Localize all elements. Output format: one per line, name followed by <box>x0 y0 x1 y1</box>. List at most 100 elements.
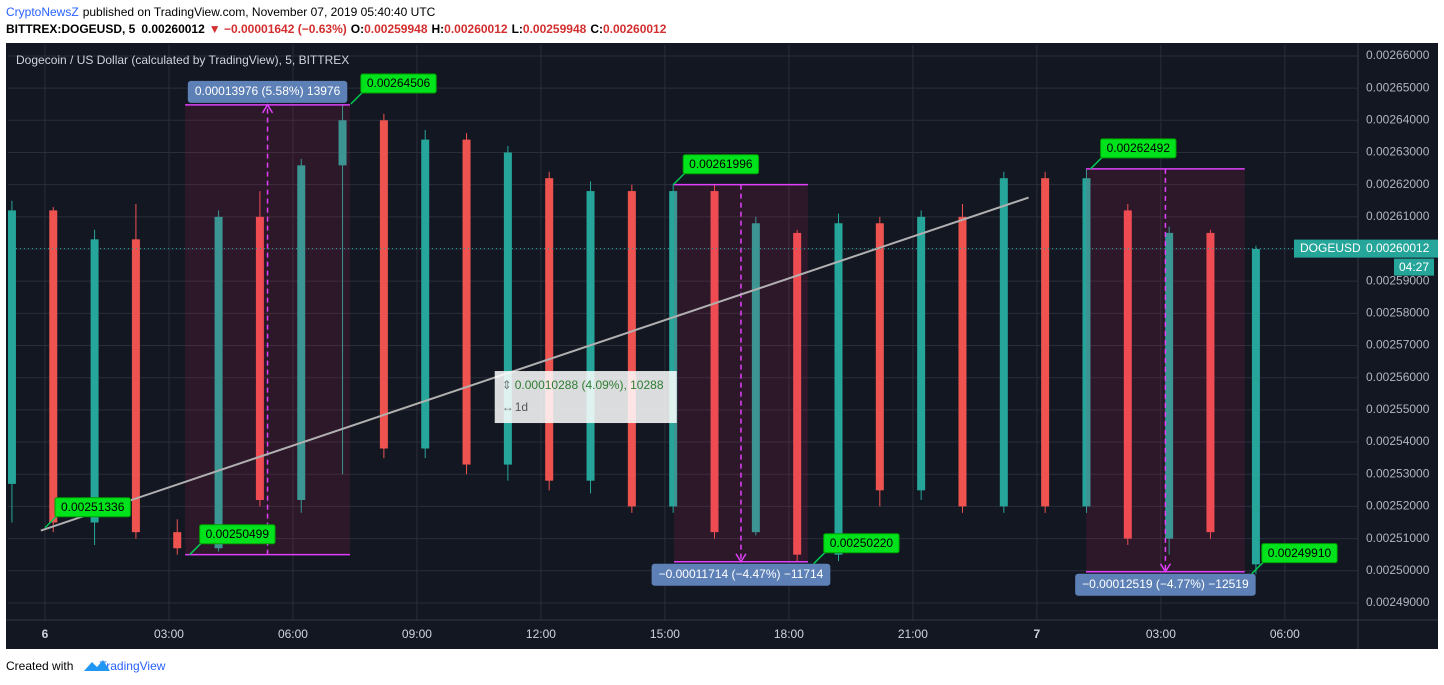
price-label: 0.00250220 <box>830 536 894 550</box>
candle-body <box>545 178 554 481</box>
candle-body <box>586 191 595 481</box>
y-tick-label: 0.00261000 <box>1366 209 1430 223</box>
price-label-box <box>1100 138 1177 159</box>
last-price-box <box>1294 239 1438 258</box>
chart-title: Dogecoin / US Dollar (calculated by Trad… <box>16 53 349 67</box>
high-label: H: <box>432 22 445 36</box>
y-tick-label: 0.00262000 <box>1366 177 1430 191</box>
price-label-box <box>199 524 276 545</box>
price-label: 0.00262492 <box>1107 141 1171 155</box>
y-tick-label: 0.00264000 <box>1366 112 1430 126</box>
author[interactable]: CryptoNewsZ <box>6 5 79 19</box>
candle-body <box>462 139 471 465</box>
price-label-box <box>1261 543 1338 564</box>
header-line-1: CryptoNewsZ published on TradingView.com,… <box>6 5 436 19</box>
trend-icon: ⇕ <box>502 378 512 392</box>
measure-label: −0.00011714 (−4.47%) −11714 <box>659 567 824 581</box>
candle-body <box>793 232 802 555</box>
candle-body <box>1206 232 1215 533</box>
candle-body <box>710 191 719 533</box>
price-label: 0.00250499 <box>206 527 270 541</box>
x-tick-label: 18:00 <box>774 627 804 641</box>
price-label-pointer <box>1090 156 1104 170</box>
measure-arrowhead <box>1159 563 1172 574</box>
trend-line <box>40 196 1029 532</box>
candle-body <box>297 165 306 500</box>
measure-label: 0.00013976 (5.58%) 13976 <box>195 84 341 98</box>
low-label: L: <box>512 22 523 36</box>
y-tick-label: 0.00253000 <box>1366 466 1430 480</box>
candle-body <box>834 223 843 555</box>
measure-label-box <box>1075 573 1256 596</box>
x-tick-label: 03:00 <box>1146 627 1176 641</box>
x-tick-label: 12:00 <box>526 627 556 641</box>
y-tick-label: 0.00250000 <box>1366 563 1430 577</box>
x-tick-label: 6 <box>42 627 49 641</box>
last-price-label: 0.00260012 <box>1366 241 1430 255</box>
candle-body <box>214 216 223 549</box>
candle-body <box>379 120 388 449</box>
candle-body <box>1251 249 1260 565</box>
price-label: 0.00249910 <box>1268 546 1332 560</box>
price-label-box <box>360 73 437 94</box>
countdown-box <box>1394 258 1434 276</box>
x-tick-label: 7 <box>1034 627 1041 641</box>
candle-body <box>999 178 1008 507</box>
close: 0.00260012 <box>603 22 667 36</box>
x-tick-label: 09:00 <box>402 627 432 641</box>
y-tick-label: 0.00249000 <box>1366 595 1430 609</box>
price-label-box <box>823 533 900 554</box>
x-tick-label: 03:00 <box>154 627 184 641</box>
trend-period: 1d <box>515 400 528 414</box>
price-label-box <box>682 154 760 175</box>
countdown: 04:27 <box>1399 260 1429 274</box>
low: 0.00259948 <box>523 22 587 36</box>
created-with: Created with <box>6 659 73 673</box>
measure-arrowhead <box>261 103 274 114</box>
y-tick-label: 0.00256000 <box>1366 370 1430 384</box>
footer-text: Created with TradingView <box>6 659 166 673</box>
candle-body <box>1041 178 1050 507</box>
candle-body <box>875 223 884 491</box>
candle-body <box>1165 232 1174 539</box>
price-label: 0.00261996 <box>689 157 753 171</box>
measure-label-box <box>651 563 831 586</box>
x-tick-label: 15:00 <box>650 627 680 641</box>
price-label-pointer <box>189 542 203 556</box>
price-label-pointer <box>350 91 364 105</box>
candle-body <box>255 216 264 500</box>
y-tick-label: 0.00257000 <box>1366 338 1430 352</box>
price-label-box <box>54 497 131 518</box>
candle-body <box>8 210 16 484</box>
trend-icon: ↔ <box>502 400 514 414</box>
published: published on TradingView.com, November 0… <box>83 5 436 19</box>
candle-body <box>1082 178 1091 507</box>
price-label: 0.00251336 <box>61 500 125 514</box>
price-label: 0.00264506 <box>367 76 431 90</box>
x-tick-label: 06:00 <box>1270 627 1300 641</box>
y-tick-label: 0.00254000 <box>1366 434 1430 448</box>
symbol: BITTREX:DOGEUSD, 5 <box>6 22 136 36</box>
open-label: O: <box>351 22 364 36</box>
candle-body <box>421 139 430 449</box>
measure-area <box>674 184 808 562</box>
y-tick-label: 0.00258000 <box>1366 306 1430 320</box>
y-tick-label: 0.00251000 <box>1366 531 1430 545</box>
candle-body <box>49 210 58 523</box>
open: 0.00259948 <box>364 22 428 36</box>
trend-tooltip <box>494 371 677 424</box>
y-tick-label: 0.00266000 <box>1366 48 1430 62</box>
candle-body <box>1123 210 1132 539</box>
y-tick-label: 0.00263000 <box>1366 145 1430 159</box>
candle-body <box>669 191 678 507</box>
y-tick-label: 0.00265000 <box>1366 80 1430 94</box>
measure-label: −0.00012519 (−4.77%) −12519 <box>1082 577 1249 591</box>
price-label-pointer <box>1251 561 1265 575</box>
x-tick-label: 21:00 <box>898 627 928 641</box>
close-label: C: <box>590 22 603 36</box>
brand[interactable]: TradingView <box>99 659 165 673</box>
x-tick-label: 06:00 <box>278 627 308 641</box>
high: 0.00260012 <box>444 22 508 36</box>
